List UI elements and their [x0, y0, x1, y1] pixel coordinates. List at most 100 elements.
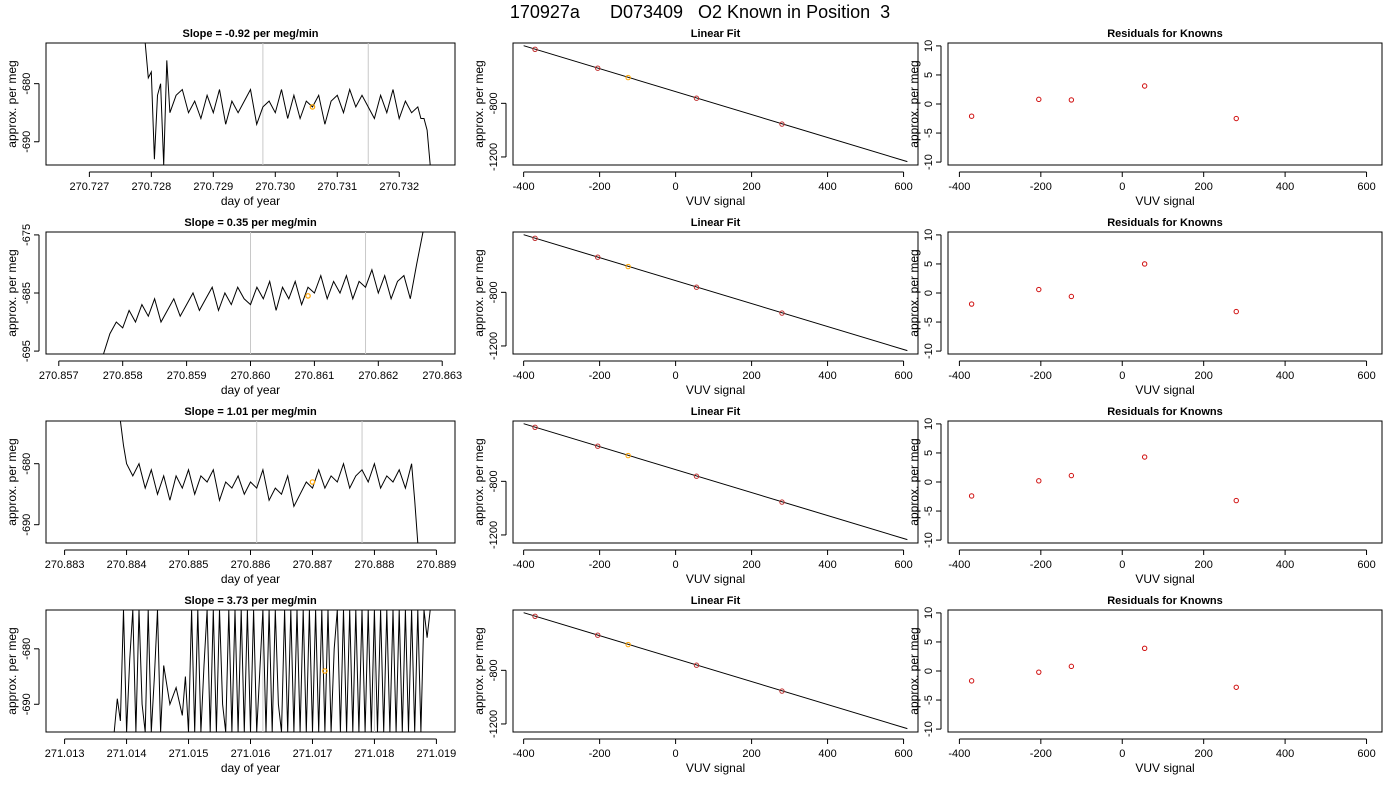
plot-frame: [947, 42, 1383, 166]
chart-panel-r3-c1: Linear Fit -400 -200 0 200 400 600 VUV signal -8…: [472, 595, 919, 775]
panel-title: Slope = 3.73 per meg/min: [184, 595, 317, 607]
fit-line: [523, 423, 908, 541]
y-tick-label: -5: [923, 128, 935, 138]
data-point: [1233, 115, 1239, 122]
x-tick-label: 600: [894, 370, 912, 382]
x-tick-label: 271.019: [417, 748, 457, 760]
y-tick-label: -800: [488, 281, 500, 303]
y-tick-label: -1200: [488, 332, 500, 360]
x-tick-label: 271.016: [231, 748, 271, 760]
plot-area: [113, 610, 431, 732]
data-point: [968, 301, 975, 307]
x-tick-label: 200: [1194, 559, 1212, 571]
y-axis-label: approx. per meg: [907, 249, 921, 336]
x-tick-label: -400: [948, 181, 970, 193]
data-point: [1068, 472, 1075, 479]
chart-panel-r2-c2: Residuals for Knowns -400 -200 0 200 400 600 VU…: [907, 406, 1383, 586]
y-axis-label: approx. per meg: [472, 627, 486, 714]
x-tick-label: 600: [1357, 559, 1375, 571]
plot-frame: [947, 420, 1383, 544]
y-tick-label: -5: [923, 695, 935, 705]
data-point: [1141, 83, 1148, 89]
x-tick-label: 270.858: [103, 370, 143, 382]
x-tick-label: 600: [1357, 181, 1375, 193]
y-tick-label: -695: [21, 340, 33, 362]
x-tick-label: 400: [1276, 181, 1294, 193]
x-axis-label: day of year: [221, 383, 280, 397]
x-tick-label: 0: [673, 559, 679, 571]
fit-line: [523, 612, 908, 730]
y-tick-label: -685: [21, 282, 33, 304]
series-line: [144, 43, 431, 165]
x-tick-label: 0: [1119, 370, 1125, 382]
data-point: [532, 613, 538, 620]
x-axis-label: VUV signal: [686, 383, 745, 397]
x-tick-label: 270.884: [107, 559, 147, 571]
x-tick-label: -200: [589, 181, 611, 193]
y-tick-label: -10: [923, 532, 935, 548]
data-point: [693, 662, 700, 668]
chart-panel-r1-c1: Linear Fit -400 -200 0 200 400 600 VUV signal -8…: [472, 217, 919, 397]
y-tick-label: -5: [923, 317, 935, 327]
x-axis-label: VUV signal: [686, 761, 745, 775]
y-tick-label: -800: [488, 659, 500, 681]
x-tick-label: 400: [818, 559, 836, 571]
data-point: [968, 493, 975, 499]
x-tick-label: -200: [589, 370, 611, 382]
x-tick-label: 400: [818, 370, 836, 382]
y-tick-label: 0: [923, 668, 935, 674]
y-tick-label: 10: [923, 229, 935, 241]
y-tick-label: 10: [923, 607, 935, 619]
y-axis-label: approx. per meg: [5, 438, 19, 525]
highlight-point: [309, 104, 316, 110]
x-tick-label: 270.887: [293, 559, 333, 571]
x-tick-label: 400: [1276, 748, 1294, 760]
data-point: [532, 235, 538, 242]
x-tick-label: 0: [673, 748, 679, 760]
x-tick-label: 270.728: [131, 181, 171, 193]
data-point: [779, 121, 785, 127]
x-tick-label: 400: [818, 181, 836, 193]
plot-frame: [512, 609, 919, 733]
y-tick-label: -680: [21, 638, 33, 660]
highlight-point: [625, 452, 631, 459]
y-tick-label: -800: [488, 92, 500, 114]
y-axis-label: approx. per meg: [472, 438, 486, 525]
plot-area: [968, 261, 1239, 315]
x-tick-label: -400: [513, 181, 535, 193]
panel-title: Slope = 1.01 per meg/min: [184, 406, 317, 418]
y-tick-label: 5: [923, 261, 935, 267]
y-tick-label: -800: [488, 470, 500, 492]
x-tick-label: 270.889: [417, 559, 457, 571]
x-tick-label: 400: [1276, 559, 1294, 571]
panel-title: Residuals for Knowns: [1107, 28, 1223, 40]
plot-area: [968, 645, 1239, 690]
fit-line: [523, 45, 908, 163]
x-tick-label: 200: [1194, 370, 1212, 382]
plot-area: [968, 83, 1239, 122]
x-tick-label: 270.727: [69, 181, 109, 193]
data-point: [693, 284, 700, 290]
y-tick-label: 10: [923, 418, 935, 430]
x-tick-label: 200: [1194, 748, 1212, 760]
panel-title: Residuals for Knowns: [1107, 217, 1223, 229]
data-point: [1141, 261, 1148, 267]
highlight-point: [625, 263, 631, 270]
y-axis-label: approx. per meg: [472, 60, 486, 147]
plot-frame: [45, 420, 456, 544]
data-point: [693, 95, 700, 101]
data-point: [779, 688, 785, 694]
y-tick-label: -10: [923, 721, 935, 737]
data-point: [1141, 645, 1148, 652]
data-point: [532, 46, 538, 53]
x-tick-label: 270.857: [39, 370, 79, 382]
x-tick-label: 271.017: [293, 748, 333, 760]
x-tick-label: -400: [948, 559, 970, 571]
y-tick-label: 5: [923, 450, 935, 456]
x-tick-label: -400: [948, 370, 970, 382]
plot-area: [523, 234, 908, 352]
x-axis-label: day of year: [221, 572, 280, 586]
x-tick-label: 0: [1119, 748, 1125, 760]
x-tick-label: 270.885: [169, 559, 209, 571]
fit-line: [523, 234, 908, 352]
